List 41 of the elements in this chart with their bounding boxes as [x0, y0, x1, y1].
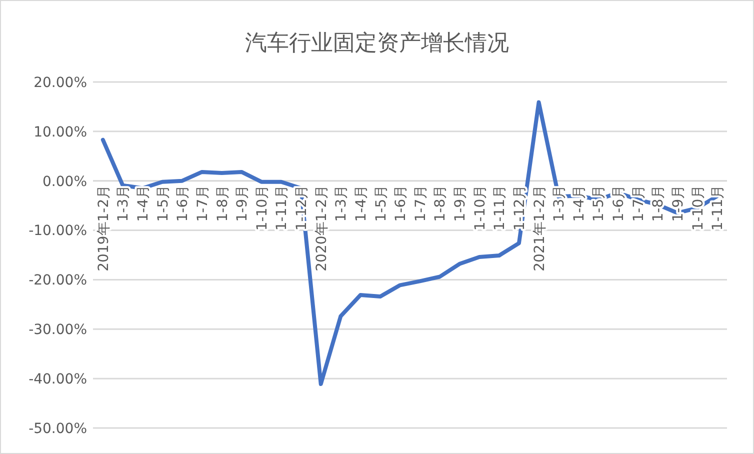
x-tick-label: 1-6月 — [175, 184, 192, 222]
x-tick-label: 1-11月 — [710, 184, 726, 231]
x-tick-label: 1-10月 — [690, 184, 706, 231]
y-tick-label: -10.00% — [28, 223, 87, 240]
x-tick-label: 1-3月 — [552, 184, 568, 222]
x-tick-label: 1-8月 — [214, 184, 231, 222]
x-tick-label: 1-12月 — [294, 184, 310, 231]
x-tick-label: 1-6月 — [393, 184, 410, 222]
x-tick-label: 2020年1-2月 — [314, 184, 330, 272]
x-tick-label: 2019年1-2月 — [96, 184, 112, 272]
x-tick-label: 1-10月 — [254, 184, 270, 231]
x-tick-label: 1-5月 — [373, 184, 390, 222]
x-tick-label: 1-4月 — [136, 184, 152, 222]
y-tick-label: -30.00% — [28, 322, 87, 338]
x-tick-label: 1-12月 — [512, 184, 528, 231]
x-tick-label: 1-9月 — [452, 184, 469, 222]
x-tick-label: 1-3月 — [116, 184, 132, 222]
x-tick-label: 1-9月 — [234, 184, 251, 222]
y-tick-label: 20.00% — [34, 74, 87, 91]
x-tick-label: 1-4月 — [571, 184, 588, 222]
chart-title: 汽车行业固定资产增长情况 — [245, 31, 509, 56]
x-tick-label: 1-5月 — [591, 184, 608, 222]
x-tick-label: 1-9月 — [670, 184, 686, 222]
x-tick-label: 1-8月 — [650, 184, 667, 222]
x-tick-label: 1-8月 — [432, 184, 449, 222]
x-tick-label: 2021年1-2月 — [532, 184, 548, 272]
y-tick-label: 10.00% — [34, 124, 87, 140]
y-tick-label: -40.00% — [28, 371, 87, 388]
x-tick-label: 1-7月 — [630, 184, 647, 222]
x-tick-label: 1-10月 — [472, 184, 488, 231]
x-tick-label: 1-11月 — [492, 184, 508, 231]
y-tick-label: -50.00% — [28, 420, 87, 437]
x-tick-label: 1-7月 — [194, 184, 211, 222]
y-tick-label: 0.00% — [42, 174, 87, 190]
x-tick-label: 1-5月 — [155, 184, 172, 222]
x-tick-label: 1-3月 — [334, 184, 350, 222]
y-tick-label: -20.00% — [28, 272, 87, 289]
x-tick-label: 1-4月 — [353, 184, 370, 222]
x-tick-label: 1-11月 — [274, 184, 290, 231]
x-tick-label: 1-6月 — [611, 184, 628, 222]
x-tick-label: 1-7月 — [412, 184, 429, 222]
